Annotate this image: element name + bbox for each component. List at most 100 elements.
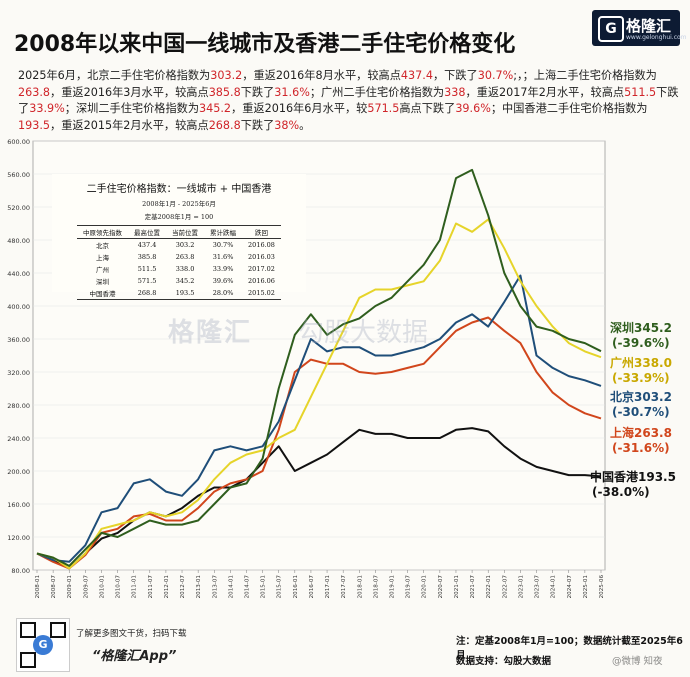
series-end-change: (-33.9%) — [612, 371, 670, 385]
series-line-shanghai — [36, 316, 602, 570]
summary-text: ，重返2016年8月水平，较高点 — [242, 69, 401, 82]
table-cell: 2016.06 — [248, 277, 275, 285]
table-cell: 28.0% — [204, 287, 243, 300]
x-tick-label: 2015-01 — [261, 575, 267, 599]
x-tick-label: 2016-07 — [309, 575, 315, 599]
y-tick-label: 120.00 — [7, 534, 30, 542]
summary-value: 511.5 — [624, 85, 657, 99]
x-tick-label: 2022-07 — [502, 575, 508, 599]
x-tick-label: 2011-07 — [148, 575, 154, 599]
watermark-brand: 格隆汇 — [168, 318, 253, 348]
x-tick-label: 2024-01 — [551, 575, 557, 599]
summary-value: 30.7% — [477, 69, 514, 82]
x-tick-label: 2008-01 — [35, 575, 41, 599]
table-cell: 深圳 — [96, 278, 110, 286]
summary-text: ，重返2015年2月水平，较高点 — [50, 118, 209, 132]
table-cell: 345.2 — [175, 277, 195, 285]
table-cell: 193.5 — [166, 287, 205, 300]
inset-table: 中原领先指数 最高位置 当前位置 累计跌幅 跌回 北京 437.4 303.2 … — [77, 225, 281, 300]
qr-finder — [20, 622, 36, 638]
summary-value: 571.5 — [367, 102, 400, 115]
summary-value: 338 — [444, 85, 466, 99]
summary-text: 下跌了 — [240, 85, 275, 99]
series-end-label: 中国香港193.5 — [590, 469, 676, 484]
x-tick-label: 2012-07 — [180, 575, 186, 599]
table-cell: 39.6% — [212, 277, 234, 285]
summary-text: ，重返2016年6月水平，较 — [231, 102, 368, 115]
x-tick-label: 2021-07 — [470, 575, 476, 599]
y-tick-label: 400.00 — [7, 303, 30, 311]
x-tick-label: 2017-07 — [341, 575, 347, 599]
y-tick-label: 80.00 — [11, 567, 30, 575]
summary-text: ;，；上海二手住宅价格指数为 — [513, 69, 657, 82]
qr-logo-icon: G — [33, 635, 53, 655]
table-header: 跌回 — [242, 225, 281, 239]
series-end-label: 上海263.8 — [610, 425, 672, 440]
y-tick-label: 280.00 — [7, 402, 30, 410]
series-end-change: (-31.6%) — [612, 441, 670, 455]
summary-value: 39.6% — [455, 102, 491, 115]
table-cell: 33.9% — [212, 265, 234, 273]
summary-value: 193.5 — [18, 118, 51, 132]
table-cell: 571.5 — [137, 277, 157, 285]
x-tick-label: 2018-07 — [373, 575, 379, 599]
y-tick-label: 520.00 — [7, 204, 30, 212]
x-tick-label: 2016-01 — [293, 575, 299, 599]
table-cell: 广州 — [96, 266, 110, 274]
logo-url: www.gelonghui.com — [626, 34, 687, 41]
x-tick-label: 2009-07 — [83, 575, 89, 599]
weibo-watermark: @微博 知夜 — [612, 656, 663, 667]
table-cell: 511.5 — [137, 265, 157, 273]
footnote: 注：定基2008年1月=100；数据统计截至2025年6月 — [456, 636, 683, 661]
x-tick-label: 2018-01 — [357, 575, 363, 599]
app-name: “格隆汇App” — [92, 649, 177, 664]
table-cell: 2015.02 — [242, 287, 281, 300]
table-row: 深圳 571.5 345.2 39.6% 2016.06 — [77, 275, 281, 287]
x-tick-label: 2019-01 — [390, 575, 396, 599]
series-end-label: 北京303.2 — [610, 389, 672, 404]
y-tick-label: 480.00 — [7, 237, 30, 245]
table-cell: 338.0 — [175, 265, 195, 273]
summary-value: 33.9% — [29, 102, 65, 115]
x-tick-label: 2008-07 — [51, 575, 57, 599]
x-tick-label: 2020-07 — [438, 575, 444, 599]
x-tick-label: 2014-07 — [244, 575, 250, 599]
summary-value: 303.2 — [210, 69, 243, 82]
series-line-shenzhen — [36, 168, 602, 567]
summary-text: 2025年6月，北京二手住宅价格指数为 — [18, 69, 211, 82]
summary-text: 下跌了 — [240, 118, 275, 132]
x-tick-label: 2025-01 — [583, 575, 589, 599]
data-source: 数据支持：勾股大数据 — [456, 656, 552, 667]
table-row: 中国香港 268.8 193.5 28.0% 2015.02 — [77, 287, 281, 300]
y-tick-label: 240.00 — [7, 435, 30, 443]
table-cell: 上海 — [96, 254, 110, 262]
series-end-change: (-30.7%) — [612, 405, 670, 419]
table-header: 中原领先指数 — [77, 225, 129, 239]
table-header-row: 中原领先指数 最高位置 当前位置 累计跌幅 跌回 — [77, 225, 281, 239]
table-cell: 263.8 — [175, 253, 195, 261]
qr-finder — [50, 622, 66, 638]
table-cell: 385.8 — [137, 253, 157, 261]
inset-range: 2008年1月 - 2025年6月 — [142, 200, 216, 208]
summary-text: ；深圳二手住宅价格指数为 — [64, 102, 200, 115]
summary-text: 下跌了 — [18, 85, 679, 116]
series-line-beijing — [36, 274, 602, 563]
x-tick-label: 2019-07 — [406, 575, 412, 599]
table-cell: 31.6% — [212, 253, 234, 261]
qr-code[interactable]: G — [16, 618, 70, 672]
logo-g-icon: G — [598, 16, 624, 42]
series-end-change: (-39.6%) — [612, 336, 670, 350]
table-cell: 30.7% — [212, 241, 234, 249]
series-line-guangzhou — [36, 218, 602, 570]
series-end-change: (-38.0%) — [592, 485, 650, 499]
x-tick-label: 2013-07 — [212, 575, 218, 599]
table-row: 广州 511.5 338.0 33.9% 2017.02 — [77, 263, 281, 275]
table-header: 当前位置 — [166, 225, 205, 239]
summary-value: 263.8 — [18, 85, 51, 99]
x-tick-label: 2024-07 — [567, 575, 573, 599]
y-tick-label: 560.00 — [7, 171, 30, 179]
summary-value: 385.8 — [208, 85, 241, 99]
table-cell: 北京 — [96, 242, 110, 250]
x-tick-label: 2010-01 — [99, 575, 105, 599]
y-tick-label: 440.00 — [7, 270, 30, 278]
